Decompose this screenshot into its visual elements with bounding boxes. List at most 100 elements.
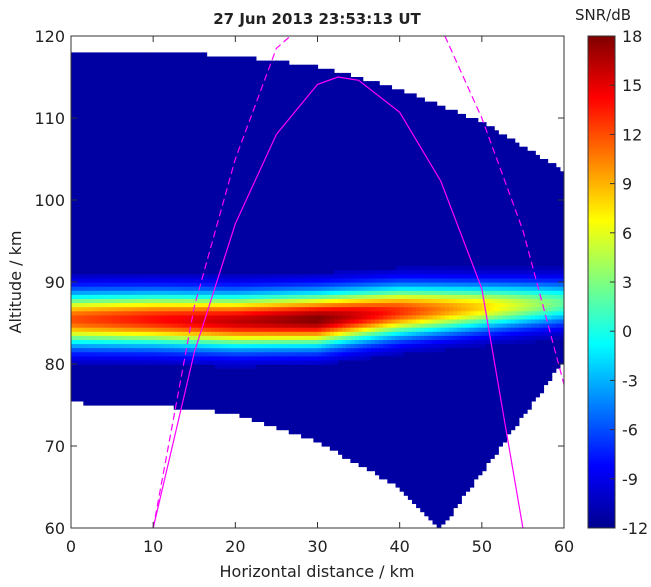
snr-cell (218, 339, 224, 345)
snr-cell (218, 154, 224, 160)
snr-cell (140, 122, 146, 127)
snr-cell (206, 327, 212, 332)
snr-cell (181, 339, 187, 345)
snr-cell (132, 191, 138, 197)
snr-cell (276, 171, 282, 176)
snr-cell (128, 154, 134, 160)
snr-cell (243, 253, 249, 258)
snr-cell (268, 421, 273, 427)
snr-cell (276, 89, 282, 94)
snr-cell (165, 282, 171, 287)
snr-cell (112, 273, 117, 279)
snr-cell (157, 122, 162, 127)
snr-cell (301, 306, 306, 312)
snr-cell (296, 245, 302, 250)
snr-cell (116, 191, 121, 197)
snr-cell (140, 163, 146, 168)
snr-cell (173, 396, 179, 402)
snr-cell (268, 400, 273, 406)
snr-cell (186, 150, 191, 156)
snr-cell (140, 310, 146, 316)
snr-cell (190, 368, 195, 373)
snr-cell (214, 253, 220, 258)
snr-cell (161, 355, 167, 361)
snr-cell (235, 122, 241, 127)
snr-cell (239, 253, 245, 258)
snr-cell (107, 368, 113, 373)
snr-cell (149, 310, 154, 316)
snr-cell (235, 126, 241, 131)
snr-cell (173, 150, 179, 156)
snr-cell (280, 68, 286, 74)
snr-cell (161, 130, 167, 135)
snr-cell (153, 195, 158, 201)
snr-cell (235, 56, 241, 62)
snr-cell (284, 191, 290, 197)
snr-cell (128, 335, 134, 340)
snr-cell (112, 175, 117, 181)
snr-cell (103, 241, 109, 246)
snr-cell (276, 335, 282, 340)
snr-cell (202, 191, 208, 197)
snr-cell (231, 167, 236, 172)
snr-cell (173, 269, 179, 275)
snr-cell (272, 220, 278, 226)
snr-cell (259, 204, 265, 209)
snr-cell (112, 220, 117, 226)
snr-cell (87, 105, 93, 111)
snr-cell (157, 327, 162, 332)
snr-cell (255, 208, 261, 213)
snr-cell (153, 343, 158, 349)
snr-cell (173, 122, 179, 127)
snr-cell (181, 286, 187, 291)
snr-cell (301, 368, 306, 373)
snr-cell (128, 372, 134, 377)
snr-cell (87, 187, 93, 193)
snr-cell (169, 310, 175, 316)
snr-cell (251, 146, 257, 152)
snr-cell (144, 68, 150, 74)
snr-cell (292, 183, 298, 189)
snr-cell (91, 310, 97, 316)
snr-cell (206, 159, 212, 164)
snr-cell (259, 372, 265, 377)
snr-cell (284, 273, 290, 279)
snr-cell (288, 347, 294, 353)
snr-cell (157, 257, 162, 263)
snr-cell (288, 122, 294, 127)
snr-cell (218, 64, 224, 70)
snr-cell (276, 109, 282, 115)
snr-cell (259, 216, 265, 222)
snr-cell (259, 118, 265, 123)
snr-cell (214, 109, 220, 115)
snr-cell (75, 347, 80, 353)
snr-cell (239, 191, 245, 197)
snr-cell (264, 89, 269, 94)
snr-cell (231, 380, 236, 386)
snr-cell (280, 154, 286, 160)
snr-cell (247, 191, 253, 197)
snr-cell (218, 72, 224, 78)
snr-cell (99, 388, 105, 394)
snr-cell (116, 269, 121, 275)
snr-cell (251, 228, 257, 234)
snr-cell (239, 101, 245, 107)
snr-cell (251, 142, 257, 148)
snr-cell (210, 318, 216, 324)
snr-cell (305, 343, 310, 349)
snr-cell (227, 236, 232, 242)
snr-cell (276, 421, 282, 427)
snr-cell (99, 228, 105, 234)
snr-cell (247, 113, 253, 119)
snr-cell (71, 179, 76, 185)
snr-cell (239, 314, 245, 320)
snr-cell (198, 384, 204, 390)
snr-cell (99, 392, 105, 398)
snr-cell (124, 314, 130, 320)
snr-cell (198, 204, 204, 209)
snr-cell (194, 150, 199, 156)
snr-cell (161, 52, 167, 58)
snr-cell (136, 195, 142, 201)
snr-cell (157, 134, 162, 140)
snr-cell (124, 318, 130, 324)
